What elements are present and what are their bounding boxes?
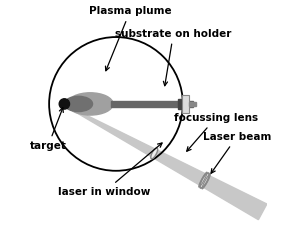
- Ellipse shape: [200, 173, 209, 188]
- Text: focussing lens: focussing lens: [174, 113, 258, 151]
- Text: substrate on holder: substrate on holder: [115, 29, 232, 86]
- Circle shape: [59, 99, 70, 109]
- Ellipse shape: [67, 93, 113, 115]
- Text: Laser beam: Laser beam: [202, 132, 271, 173]
- Bar: [111, 101, 194, 106]
- Bar: [189, 102, 196, 106]
- Bar: [182, 95, 189, 113]
- Ellipse shape: [64, 96, 92, 112]
- Polygon shape: [69, 107, 267, 220]
- Text: Plasma plume: Plasma plume: [89, 6, 171, 71]
- Text: target: target: [29, 108, 66, 151]
- Text: laser in window: laser in window: [58, 143, 162, 197]
- Bar: [178, 99, 182, 109]
- Ellipse shape: [151, 148, 158, 159]
